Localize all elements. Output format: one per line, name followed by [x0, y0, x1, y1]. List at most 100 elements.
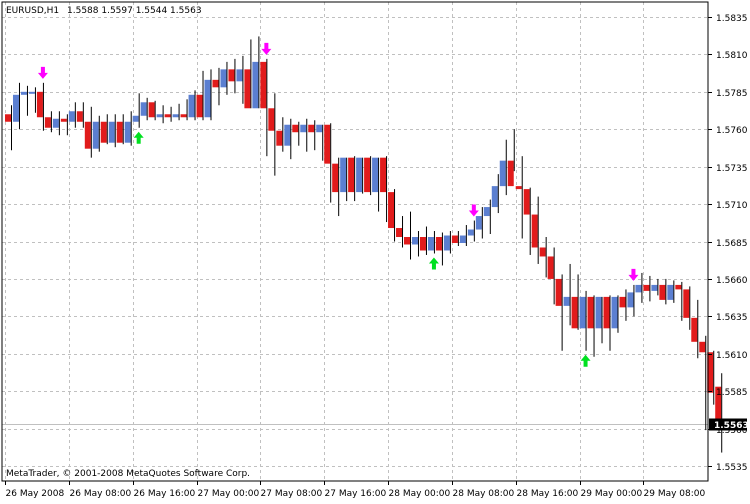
y-tick-label: 1.5810 [716, 51, 748, 61]
bar-body [132, 115, 139, 122]
bar-body [699, 341, 706, 353]
bar-body [587, 296, 594, 329]
bar-body [451, 235, 458, 243]
bar-body [659, 284, 666, 300]
y-tick-label: 1.5535 [716, 463, 748, 473]
price-bar [300, 118, 308, 152]
price-bar [276, 117, 284, 152]
price-bar [332, 157, 340, 217]
bar-body [244, 69, 251, 109]
price-bar [100, 114, 108, 145]
price-bar [268, 93, 276, 176]
price-bar [20, 85, 28, 116]
price-bar [443, 231, 451, 254]
price-bar [68, 102, 76, 128]
price-bar [396, 216, 404, 248]
time-axis: 26 May 2008 26 May 08:00 26 May 16:00 27 Ma… [5, 481, 705, 499]
bar-body [380, 157, 387, 193]
sell-arrow-icon [628, 268, 639, 281]
bar-body [364, 157, 371, 193]
bar-body [44, 117, 51, 128]
bar-body [12, 94, 19, 122]
bar-body [595, 296, 602, 329]
price-bar [667, 280, 675, 303]
bar-body [563, 296, 570, 306]
price-bar [547, 247, 555, 305]
bar-body [236, 69, 243, 82]
bar-body [84, 121, 91, 149]
bar-body [531, 214, 538, 248]
signal-arrows [37, 42, 639, 367]
bar-body [300, 124, 307, 133]
price-bar [523, 187, 531, 255]
price-bar [555, 274, 563, 351]
bar-body [396, 228, 403, 238]
bar-body [459, 235, 466, 243]
bar-body [228, 69, 235, 82]
bar-body [140, 102, 147, 116]
bar-body [188, 94, 195, 118]
price-bar [499, 139, 507, 196]
y-tick-label: 1.5835 [716, 14, 748, 24]
bar-body [475, 216, 482, 230]
price-bar [587, 295, 595, 357]
bar-body [483, 207, 490, 217]
y-tick-label: 1.5635 [716, 313, 748, 323]
price-bar [284, 118, 292, 160]
bar-body [579, 296, 586, 329]
price-bar [388, 189, 396, 242]
bar-body [523, 189, 530, 215]
sell-arrow-icon [261, 42, 272, 55]
price-bar [260, 58, 268, 157]
bar-body [539, 247, 546, 257]
price-bar [196, 70, 204, 121]
bar-body [340, 157, 347, 193]
bid-price-label: 1.5563 [714, 421, 749, 431]
price-bar [651, 278, 659, 296]
bar-body [571, 296, 578, 329]
price-bar [539, 237, 547, 278]
bar-body [707, 352, 714, 393]
bar-body [116, 121, 123, 143]
price-bar [124, 111, 132, 146]
bar-body [348, 157, 355, 193]
bar-body [388, 192, 395, 229]
price-bar [380, 156, 388, 223]
bar-body [515, 186, 522, 190]
bar-body [611, 296, 618, 329]
price-bar [84, 106, 92, 158]
price-bar [619, 289, 627, 321]
bar-body [499, 160, 506, 187]
x-tick-label: 28 May 08:00 [453, 489, 515, 499]
copyright-label: MetaTrader, © 2001-2008 MetaQuotes Softw… [6, 469, 250, 479]
price-bars [5, 36, 723, 453]
bar-body [20, 91, 27, 95]
price-bar [28, 87, 36, 113]
price-bar [675, 281, 683, 321]
bar-body [180, 114, 187, 118]
bar-body [220, 69, 227, 88]
bar-body [443, 235, 450, 251]
price-bar [427, 231, 435, 254]
price-bar [148, 100, 156, 121]
bar-body [555, 278, 562, 306]
price-bar [180, 99, 188, 121]
price-bar [571, 274, 579, 330]
y-tick-label: 1.5710 [716, 201, 748, 211]
x-tick-label: 27 May 00:00 [198, 489, 260, 499]
bar-body [643, 284, 650, 291]
price-bar [491, 174, 499, 214]
bar-body [260, 61, 267, 109]
bar-body [603, 296, 610, 329]
price-bar [116, 114, 124, 145]
price-bar [715, 373, 723, 453]
price-bar [507, 129, 515, 187]
price-bar [683, 286, 691, 330]
price-bar [316, 124, 324, 161]
chart-header-ohlc: 1.5588 1.5597 1.5544 1.5563 [67, 6, 202, 16]
price-bar [411, 231, 419, 257]
bar-body [372, 157, 379, 193]
bar-body [124, 121, 131, 143]
